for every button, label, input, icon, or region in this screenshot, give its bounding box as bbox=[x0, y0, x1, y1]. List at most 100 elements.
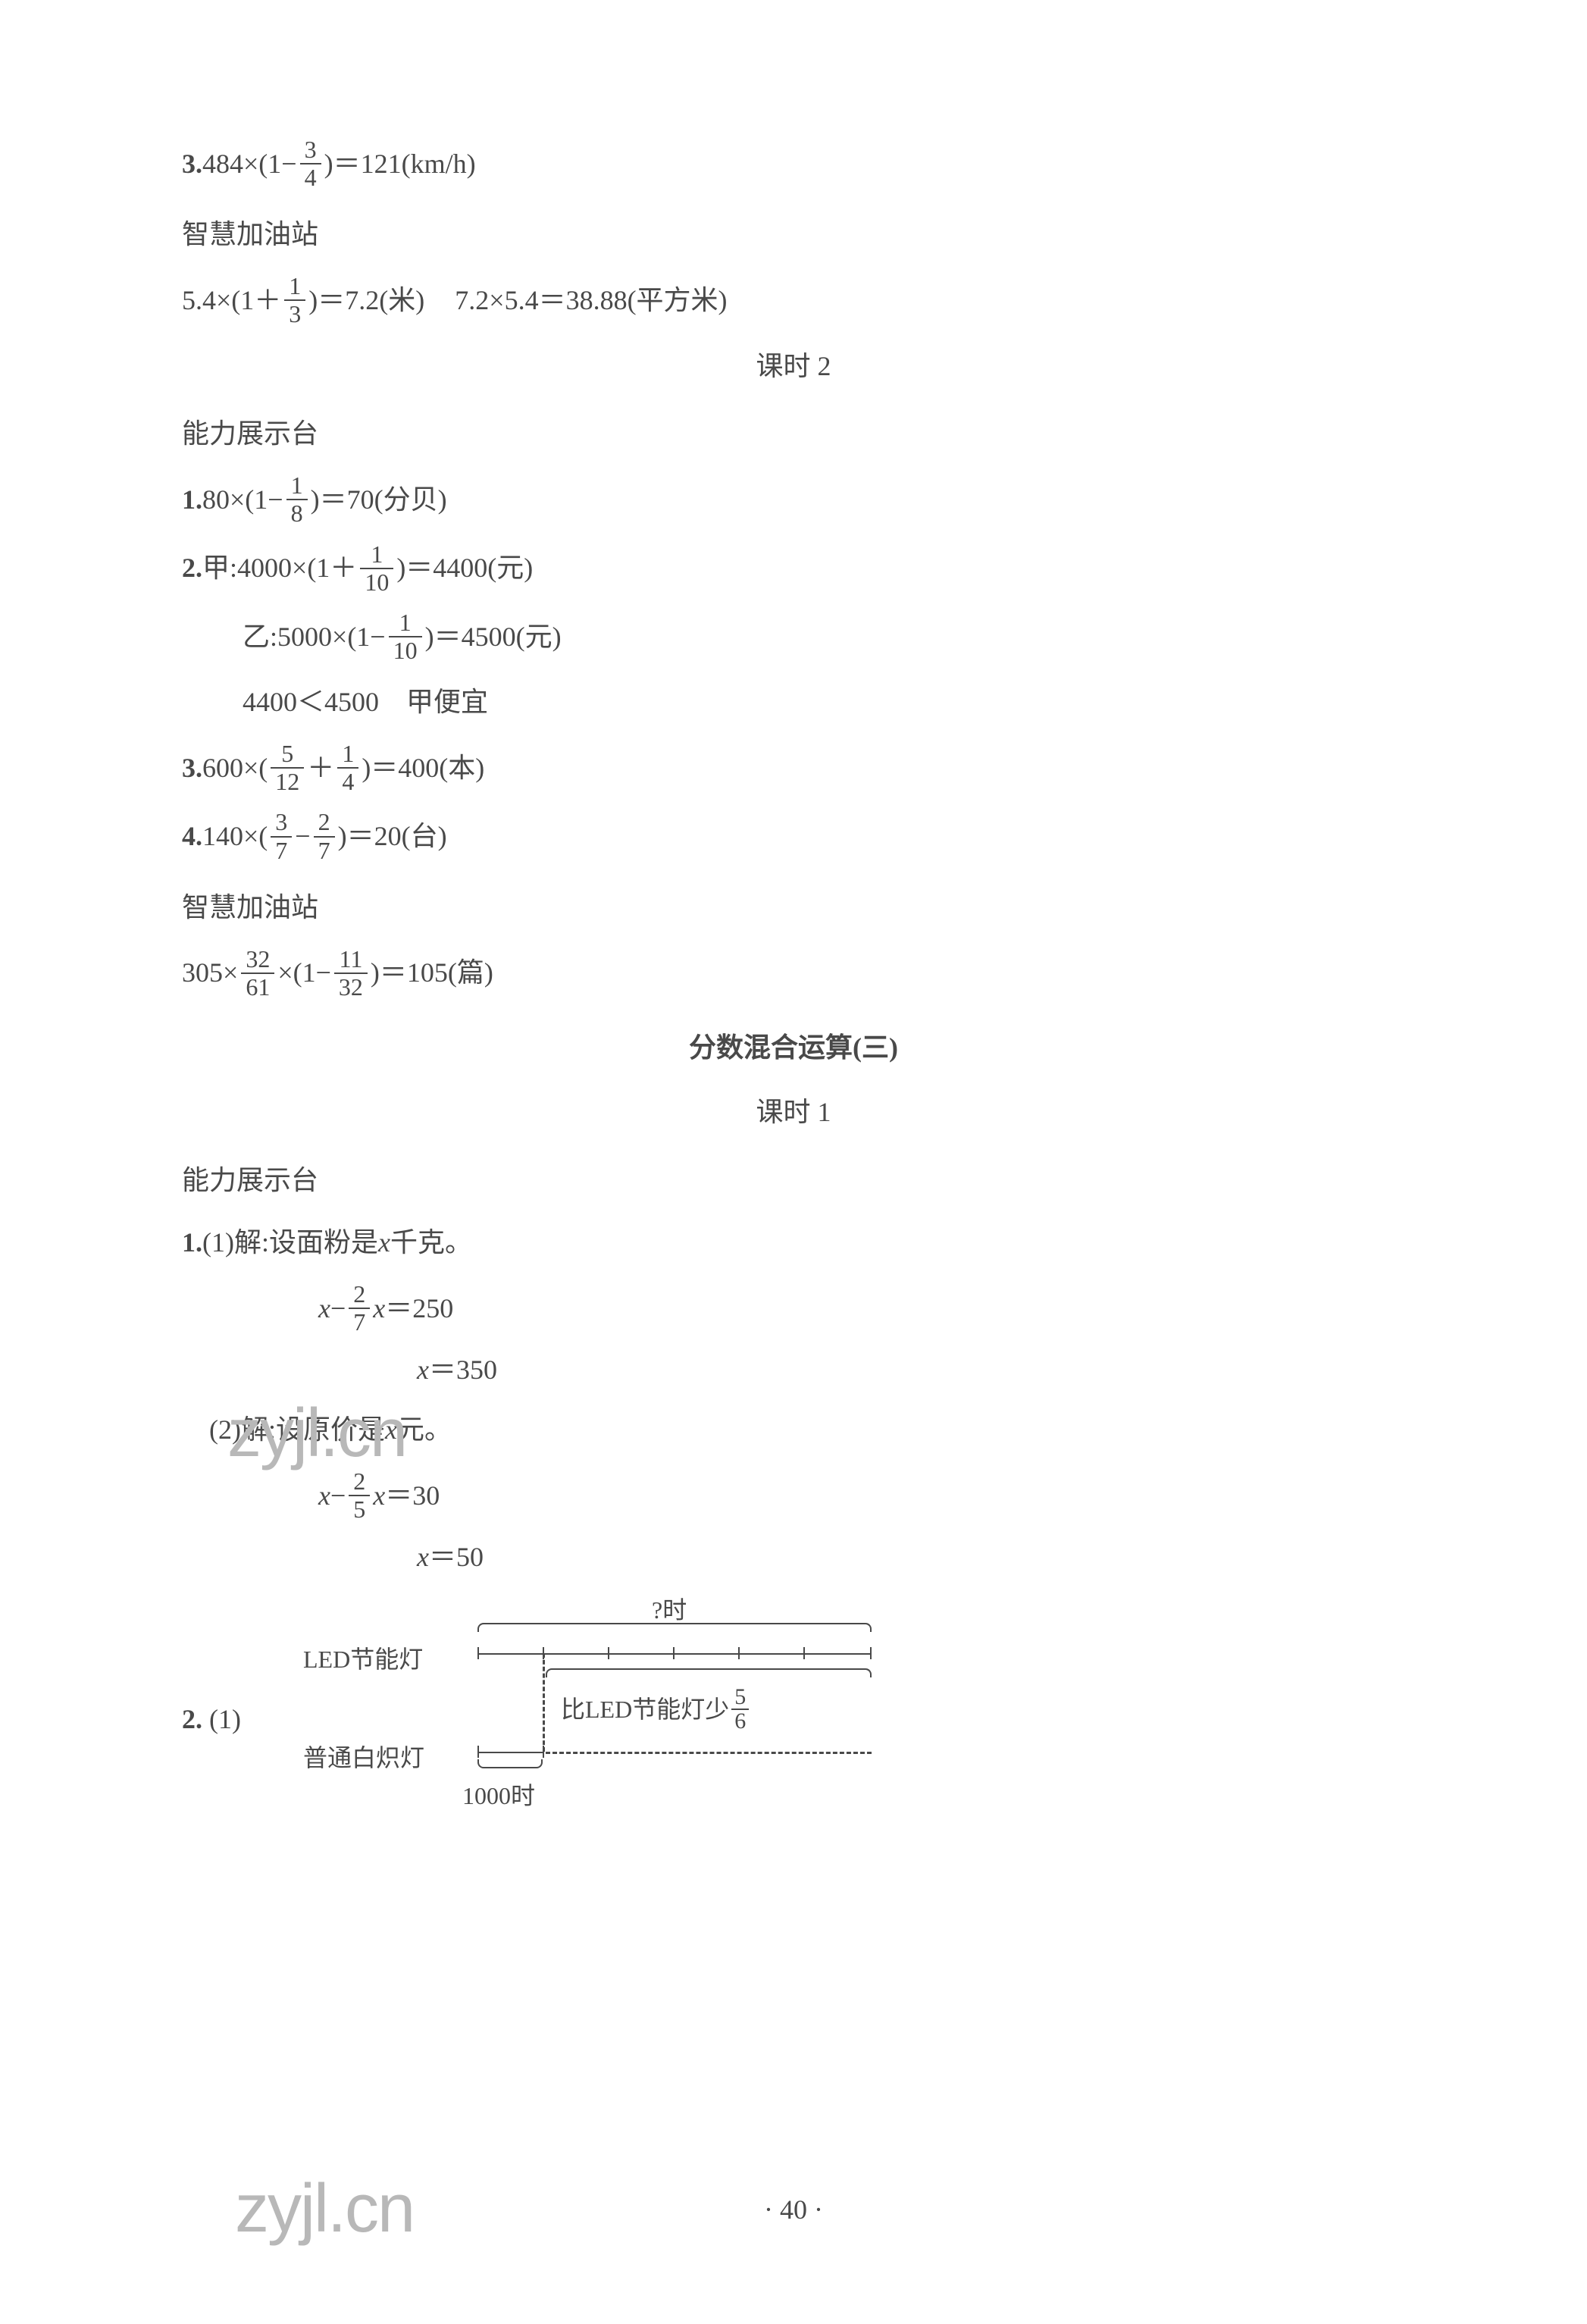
q3-line: 3. 484×(1− 3 4 )＝121(km/h) bbox=[182, 136, 1405, 191]
wisdom2-b: )＝105(篇) bbox=[371, 948, 493, 998]
tick-3 bbox=[608, 1647, 609, 1659]
l2q1-frac: 1 8 bbox=[286, 472, 308, 527]
l2q2-jia: 2. 甲: 4000×(1＋ 1 10 )＝4400(元) bbox=[182, 541, 1405, 596]
eq4-b: ＝50 bbox=[429, 1533, 484, 1582]
l2q1-prefix: 1. bbox=[182, 475, 202, 525]
l2q2-jia-b: )＝4400(元) bbox=[396, 543, 533, 593]
l2q4-f2: 2 7 bbox=[314, 809, 335, 863]
brace-compare bbox=[546, 1668, 872, 1677]
l1q1-prefix: 1. bbox=[182, 1218, 202, 1267]
l1q1-eq2: x ＝350 bbox=[182, 1345, 1405, 1395]
eq1-frac: 2 7 bbox=[349, 1281, 370, 1336]
eq3-mid: − bbox=[330, 1471, 346, 1521]
tick-5 bbox=[738, 1647, 740, 1659]
document-content: 3. 484×(1− 3 4 )＝121(km/h) 智慧加油站 5.4×(1＋… bbox=[182, 136, 1405, 1824]
l2q2-yi: 乙: 5000×(1− 1 10 )＝4500(元) bbox=[182, 609, 1405, 664]
compare-frac: 5 6 bbox=[731, 1686, 749, 1733]
eq4-x: x bbox=[417, 1533, 429, 1582]
wisdom1-frac: 1 3 bbox=[284, 273, 305, 327]
l2q4-line: 4. 140×( 3 7 − 2 7 )＝20(台) bbox=[182, 809, 1405, 863]
l1q1-p1: 1. (1)解:设面粉是 x 千克。 bbox=[182, 1218, 1405, 1267]
lesson1-title: 课时 1 bbox=[182, 1088, 1405, 1137]
eq2-b: ＝350 bbox=[429, 1345, 497, 1395]
l2q2-yi-a: 5000×(1− bbox=[277, 612, 386, 662]
hours-1000: 1000时 bbox=[462, 1774, 535, 1818]
l1q1-p1-label: (1)解:设面粉是 bbox=[202, 1218, 378, 1267]
eq1-mid: − bbox=[330, 1284, 346, 1333]
brace-top bbox=[477, 1623, 872, 1632]
wisdom2-mid: ×(1− bbox=[277, 948, 331, 998]
l2q3-line: 3. 600×( 5 12 ＋ 1 4 )＝400(本) bbox=[182, 741, 1405, 795]
eq1-x2: x bbox=[373, 1284, 385, 1333]
l2q2-jia-a: 4000×(1＋ bbox=[237, 543, 357, 593]
wisdom1-label: 智慧加油站 bbox=[182, 210, 1405, 259]
l1q1-eq4: x ＝50 bbox=[182, 1533, 1405, 1582]
tick-7 bbox=[870, 1647, 872, 1659]
l2q2-jia-label: 甲: bbox=[202, 543, 237, 593]
l2q2-compare: 4400＜4500 甲便宜 bbox=[182, 678, 1405, 727]
l2q3-a: 600×( bbox=[202, 744, 268, 793]
l2q4-a: 140×( bbox=[202, 812, 268, 861]
l2q1-a: 80×(1− bbox=[202, 475, 283, 525]
l2q4-prefix: 4. bbox=[182, 812, 202, 861]
ability1-label: 能力展示台 bbox=[182, 409, 1405, 459]
l2q3-f2: 1 4 bbox=[337, 741, 358, 795]
tick-6 bbox=[803, 1647, 805, 1659]
wisdom1-a: 5.4×(1＋ bbox=[182, 276, 281, 325]
ability2-label: 能力展示台 bbox=[182, 1156, 1405, 1205]
bulb-line-dash bbox=[546, 1752, 872, 1754]
bulb-line-solid bbox=[477, 1752, 543, 1753]
l1q1-p1-suffix: 千克。 bbox=[390, 1218, 472, 1267]
q3-frac: 3 4 bbox=[300, 136, 321, 191]
wisdom1-c: 7.2×5.4＝38.88(平方米) bbox=[455, 276, 727, 325]
l2q2-yi-b: )＝4500(元) bbox=[425, 612, 562, 662]
wisdom2-a: 305× bbox=[182, 948, 238, 998]
l2q4-minus: − bbox=[295, 812, 310, 861]
page-number: · 40 · bbox=[764, 2194, 823, 2225]
q3-expr-b: )＝121(km/h) bbox=[324, 139, 476, 189]
tick-1 bbox=[477, 1647, 479, 1659]
l2q2-prefix: 2. bbox=[182, 543, 202, 593]
eq1-x1: x bbox=[318, 1284, 330, 1333]
wisdom2-f1: 32 61 bbox=[241, 946, 274, 1001]
bulb-tick-1 bbox=[477, 1746, 479, 1758]
watermark-2: zyjl.cn bbox=[235, 2170, 414, 2248]
eq1-c: ＝250 bbox=[385, 1284, 453, 1333]
bulb-tick-2 bbox=[543, 1746, 544, 1758]
lesson2-title: 课时 2 bbox=[182, 342, 1405, 391]
eq3-x2: x bbox=[373, 1471, 385, 1521]
eq2-x: x bbox=[417, 1345, 429, 1395]
led-line bbox=[477, 1653, 872, 1655]
l2q1-b: )＝70(分贝) bbox=[311, 475, 447, 525]
section-title: 分数混合运算(三) bbox=[182, 1023, 1405, 1073]
l1q1-p2-suffix: 元。 bbox=[397, 1405, 452, 1455]
eq3-frac: 2 5 bbox=[349, 1468, 370, 1523]
l1q1-eq1: x − 2 7 x ＝250 bbox=[182, 1281, 1405, 1336]
l2q2-yi-frac: 1 10 bbox=[389, 609, 422, 664]
wisdom1-line: 5.4×(1＋ 1 3 )＝7.2(米) 7.2×5.4＝38.88(平方米) bbox=[182, 273, 1405, 327]
wisdom1-b: )＝7.2(米) bbox=[308, 276, 424, 325]
vertical-dash bbox=[543, 1653, 545, 1752]
wisdom2-f2: 11 32 bbox=[334, 946, 368, 1001]
l2q3-prefix: 3. bbox=[182, 744, 202, 793]
wisdom2-label: 智慧加油站 bbox=[182, 883, 1405, 932]
l1q1-p1-var: x bbox=[378, 1218, 390, 1267]
brace-1000 bbox=[477, 1759, 543, 1768]
eq3-x1: x bbox=[318, 1471, 330, 1521]
bulb-label: 普通白炽灯 bbox=[303, 1737, 424, 1781]
diagram: 2. (1) ?时 LED节能灯 比LED节能灯少 5 6 普 bbox=[227, 1596, 909, 1824]
eq3-c: ＝30 bbox=[385, 1471, 440, 1521]
q2-prefix: 2. (1) bbox=[182, 1695, 241, 1744]
l2q1-line: 1. 80×(1− 1 8 )＝70(分贝) bbox=[182, 472, 1405, 527]
led-label: LED节能灯 bbox=[303, 1638, 423, 1682]
l2q3-b: )＝400(本) bbox=[362, 744, 484, 793]
l2q2-jia-frac: 1 10 bbox=[360, 541, 393, 596]
l1q1-p2-var: x bbox=[385, 1405, 397, 1455]
compare-text-wrap: 比LED节能灯少 5 6 bbox=[561, 1686, 751, 1733]
l1q1-p2-label: (2)解:设原价是 bbox=[182, 1405, 385, 1455]
q3-prefix: 3. bbox=[182, 139, 202, 189]
l2q3-f1: 5 12 bbox=[271, 741, 304, 795]
l2q3-plus: ＋ bbox=[307, 744, 334, 793]
l2q4-b: )＝20(台) bbox=[338, 812, 447, 861]
l1q1-p2: (2)解:设原价是 x 元。 bbox=[182, 1405, 1405, 1455]
